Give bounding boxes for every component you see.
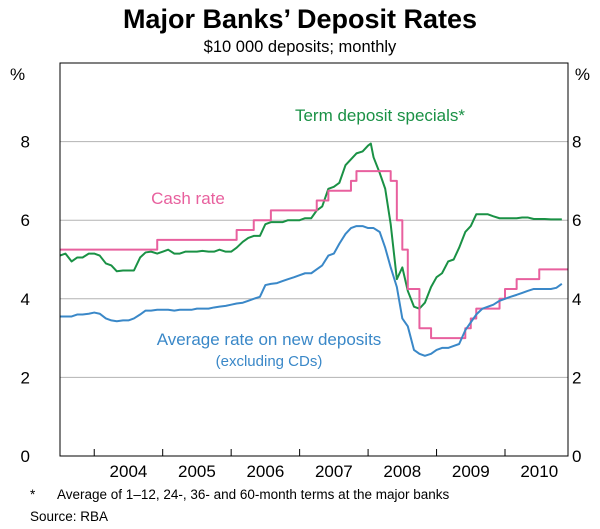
series-lines	[59, 142, 568, 357]
series-line-cash	[60, 170, 568, 340]
x-tick-labels: 2004 2005 2006 2007 2008 2009 2010	[93, 449, 558, 481]
average-rate-label: Average rate on new deposits	[157, 330, 382, 349]
y-tick-label-right: 2	[572, 368, 581, 387]
x-tick-label: 2006	[246, 462, 284, 481]
chart-title: Major Banks’ Deposit Rates	[123, 4, 477, 34]
plot-frame	[59, 62, 569, 457]
y-tick-label-right: 8	[572, 133, 581, 152]
footnote: * Average of 1–12, 24-, 36- and 60-month…	[30, 487, 449, 502]
x-tick-label: 2004	[110, 462, 148, 481]
gridlines	[60, 141, 568, 378]
y-tick-label-right: 4	[572, 290, 581, 309]
y-unit-left: %	[10, 65, 25, 84]
chart-subtitle: $10 000 deposits; monthly	[204, 38, 397, 56]
x-tick-label: 2005	[178, 462, 216, 481]
y-tick-label-left: 2	[21, 368, 30, 387]
y-tick-labels: 0 0 2 2 4 4 6 6 8 8	[21, 133, 582, 466]
series-line-avg	[60, 225, 563, 357]
average-rate-sublabel: (excluding CDs)	[216, 353, 323, 370]
y-tick-label-left: 8	[21, 133, 30, 152]
y-tick-label-left: 4	[21, 290, 30, 309]
x-tick-label: 2009	[452, 462, 490, 481]
y-unit-right: %	[575, 65, 590, 84]
x-tick-label: 2007	[315, 462, 353, 481]
y-tick-label-left: 0	[21, 447, 30, 466]
x-tick-label: 2010	[520, 462, 558, 481]
source-note: Source: RBA	[30, 509, 108, 524]
series-line-term	[59, 142, 562, 310]
y-tick-label-right: 0	[572, 447, 581, 466]
x-tick-label: 2008	[383, 462, 421, 481]
term-deposit-label: Term deposit specials*	[295, 106, 465, 125]
y-tick-label-right: 6	[572, 211, 581, 230]
y-tick-label-left: 6	[21, 211, 30, 230]
cash-rate-label: Cash rate	[151, 189, 225, 208]
